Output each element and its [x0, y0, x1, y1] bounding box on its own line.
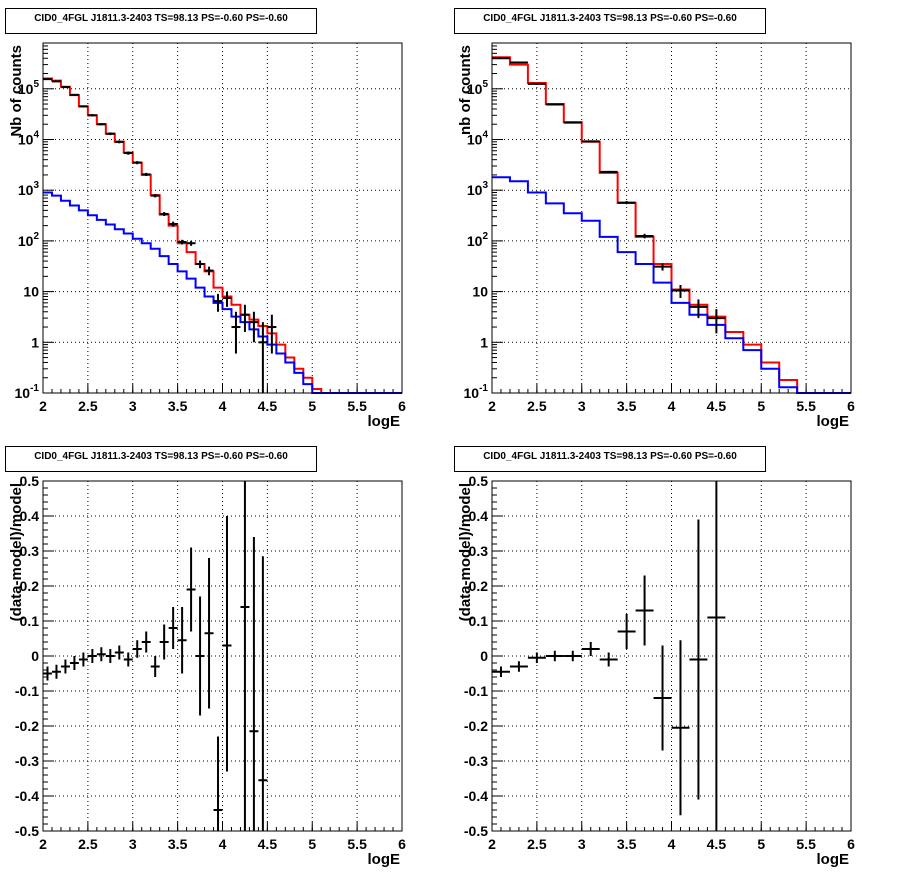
x-tick-label: 3.5 — [168, 398, 188, 414]
x-tick-label: 5.5 — [796, 836, 816, 852]
y-tick-label: -0.3 — [15, 753, 39, 769]
x-tick-label: 6 — [398, 836, 406, 852]
x-tick-label: 3 — [129, 398, 137, 414]
x-tick-label: 3.5 — [617, 836, 637, 852]
x-tick-label: 6 — [847, 398, 855, 414]
plot-frame — [491, 480, 852, 832]
pad-counts-left: 2 2.5 3 3.5 4 4.5 5 5.5 6 10-1 1 10 102 103 104 105 logE… — [0, 0, 449, 437]
y-tick-label: 104 — [467, 129, 489, 147]
y-tick-label: 1 — [31, 334, 39, 350]
x-tick-label: 5 — [308, 398, 316, 414]
y-tick-label: 0.1 — [20, 613, 40, 629]
y-tick-label: -0.4 — [15, 788, 39, 804]
series-line — [492, 176, 851, 394]
y-tick-label: 0.4 — [469, 508, 489, 524]
y-tick-label: 0.3 — [469, 543, 489, 559]
y-tick-label: -0.4 — [464, 788, 488, 804]
y-tick-label: 0.5 — [469, 473, 489, 489]
y-tick-label: 103 — [18, 180, 40, 198]
y-tick-label: 1 — [480, 334, 488, 350]
x-tick-label: 5 — [308, 836, 316, 852]
x-tick-label: 5.5 — [347, 398, 367, 414]
x-tick-label: 2 — [488, 836, 496, 852]
plot-frame — [491, 42, 852, 394]
series-line — [43, 77, 402, 394]
y-tick-label: 102 — [18, 231, 40, 249]
x-tick-label: 4 — [219, 836, 227, 852]
y-tick-label: 0.5 — [20, 473, 40, 489]
x-tick-label: 6 — [398, 398, 406, 414]
y-tick-label: 105 — [467, 79, 489, 97]
series-line — [43, 191, 402, 394]
x-tick-label: 4.5 — [707, 398, 727, 414]
x-axis-label: logE — [368, 413, 401, 430]
y-axis-label: Nb of counts — [8, 45, 25, 137]
y-tick-label: -0.3 — [464, 753, 488, 769]
y-tick-label: 0.3 — [20, 543, 40, 559]
pad-residual-left: 2 2.5 3 3.5 4 4.5 5 5.5 6 -0.5 -0.4 -0.3 -0.2 -0.1 0 0.… — [0, 438, 449, 875]
y-tick-label: -0.5 — [464, 823, 488, 839]
x-tick-label: 4.5 — [258, 836, 278, 852]
x-axis-label: logE — [817, 851, 850, 868]
x-tick-label: 3 — [129, 836, 137, 852]
x-tick-label: 2.5 — [527, 836, 547, 852]
x-axis-label: logE — [368, 851, 401, 868]
chart-svg: 2 2.5 3 3.5 4 4.5 5 5.5 6 -0.5 -0.4 -0.3 -0.2 -0.1 0 0.… — [457, 473, 855, 868]
y-tick-label: 10-1 — [15, 383, 40, 401]
x-axis-label: logE — [817, 413, 850, 430]
y-tick-label: 10 — [23, 284, 39, 300]
x-tick-label: 5.5 — [796, 398, 816, 414]
y-tick-label: -0.1 — [15, 683, 39, 699]
chart-title: CID0_4FGL J1811.3-2403 TS=98.13 PS=-0.60… — [454, 8, 766, 34]
y-tick-label: -0.2 — [15, 718, 39, 734]
y-axis-label: nb of counts — [457, 45, 474, 135]
chart-svg: 2 2.5 3 3.5 4 4.5 5 5.5 6 10-1 1 10 102 103 104 105 logE… — [8, 42, 406, 430]
x-tick-label: 4 — [668, 836, 676, 852]
chart-title: CID0_4FGL J1811.3-2403 TS=98.13 PS=-0.60… — [454, 446, 766, 472]
y-tick-label: 10-1 — [464, 383, 489, 401]
plot-frame — [42, 42, 403, 394]
y-tick-label: 0.4 — [20, 508, 40, 524]
chart-title: CID0_4FGL J1811.3-2403 TS=98.13 PS=-0.60… — [5, 8, 317, 34]
x-tick-label: 4.5 — [707, 836, 727, 852]
y-tick-label: -0.1 — [464, 683, 488, 699]
x-tick-label: 5.5 — [347, 836, 367, 852]
x-tick-label: 2.5 — [527, 398, 547, 414]
y-tick-label: 0 — [480, 648, 488, 664]
x-tick-label: 4 — [668, 398, 676, 414]
x-tick-label: 2 — [39, 836, 47, 852]
chart-title: CID0_4FGL J1811.3-2403 TS=98.13 PS=-0.60… — [5, 446, 317, 472]
x-tick-label: 3 — [578, 836, 586, 852]
chart-svg: 2 2.5 3 3.5 4 4.5 5 5.5 6 10-1 1 10 102 103 104 105 logE… — [457, 42, 855, 430]
y-tick-label: 105 — [18, 79, 40, 97]
y-tick-label: 0.1 — [469, 613, 489, 629]
y-axis-label: (data-model)/model — [457, 483, 474, 621]
y-tick-label: 0.2 — [20, 578, 40, 594]
x-tick-label: 5 — [757, 836, 765, 852]
y-tick-label: -0.5 — [15, 823, 39, 839]
x-tick-label: 5 — [757, 398, 765, 414]
y-tick-label: 0 — [31, 648, 39, 664]
y-tick-label: 104 — [18, 129, 40, 147]
x-tick-label: 2.5 — [78, 398, 98, 414]
x-tick-label: 4.5 — [258, 398, 278, 414]
x-tick-label: 2 — [488, 398, 496, 414]
y-tick-label: 103 — [467, 180, 489, 198]
x-tick-label: 3 — [578, 398, 586, 414]
pad-residual-right: 2 2.5 3 3.5 4 4.5 5 5.5 6 -0.5 -0.4 -0.3 -0.2 -0.1 0 0.… — [449, 438, 898, 875]
y-tick-label: 10 — [472, 284, 488, 300]
pad-counts-right: 2 2.5 3 3.5 4 4.5 5 5.5 6 10-1 1 10 102 103 104 105 logE… — [449, 0, 898, 437]
y-tick-label: 0.2 — [469, 578, 489, 594]
x-tick-label: 6 — [847, 836, 855, 852]
chart-svg: 2 2.5 3 3.5 4 4.5 5 5.5 6 -0.5 -0.4 -0.3 -0.2 -0.1 0 0.… — [8, 473, 406, 868]
x-tick-label: 3.5 — [617, 398, 637, 414]
x-tick-label: 2 — [39, 398, 47, 414]
x-tick-label: 4 — [219, 398, 227, 414]
y-axis-label: (data-model)/model — [8, 483, 25, 621]
plot-frame — [42, 480, 403, 832]
y-tick-label: 102 — [467, 231, 489, 249]
y-tick-label: -0.2 — [464, 718, 488, 734]
x-tick-label: 2.5 — [78, 836, 98, 852]
x-tick-label: 3.5 — [168, 836, 188, 852]
